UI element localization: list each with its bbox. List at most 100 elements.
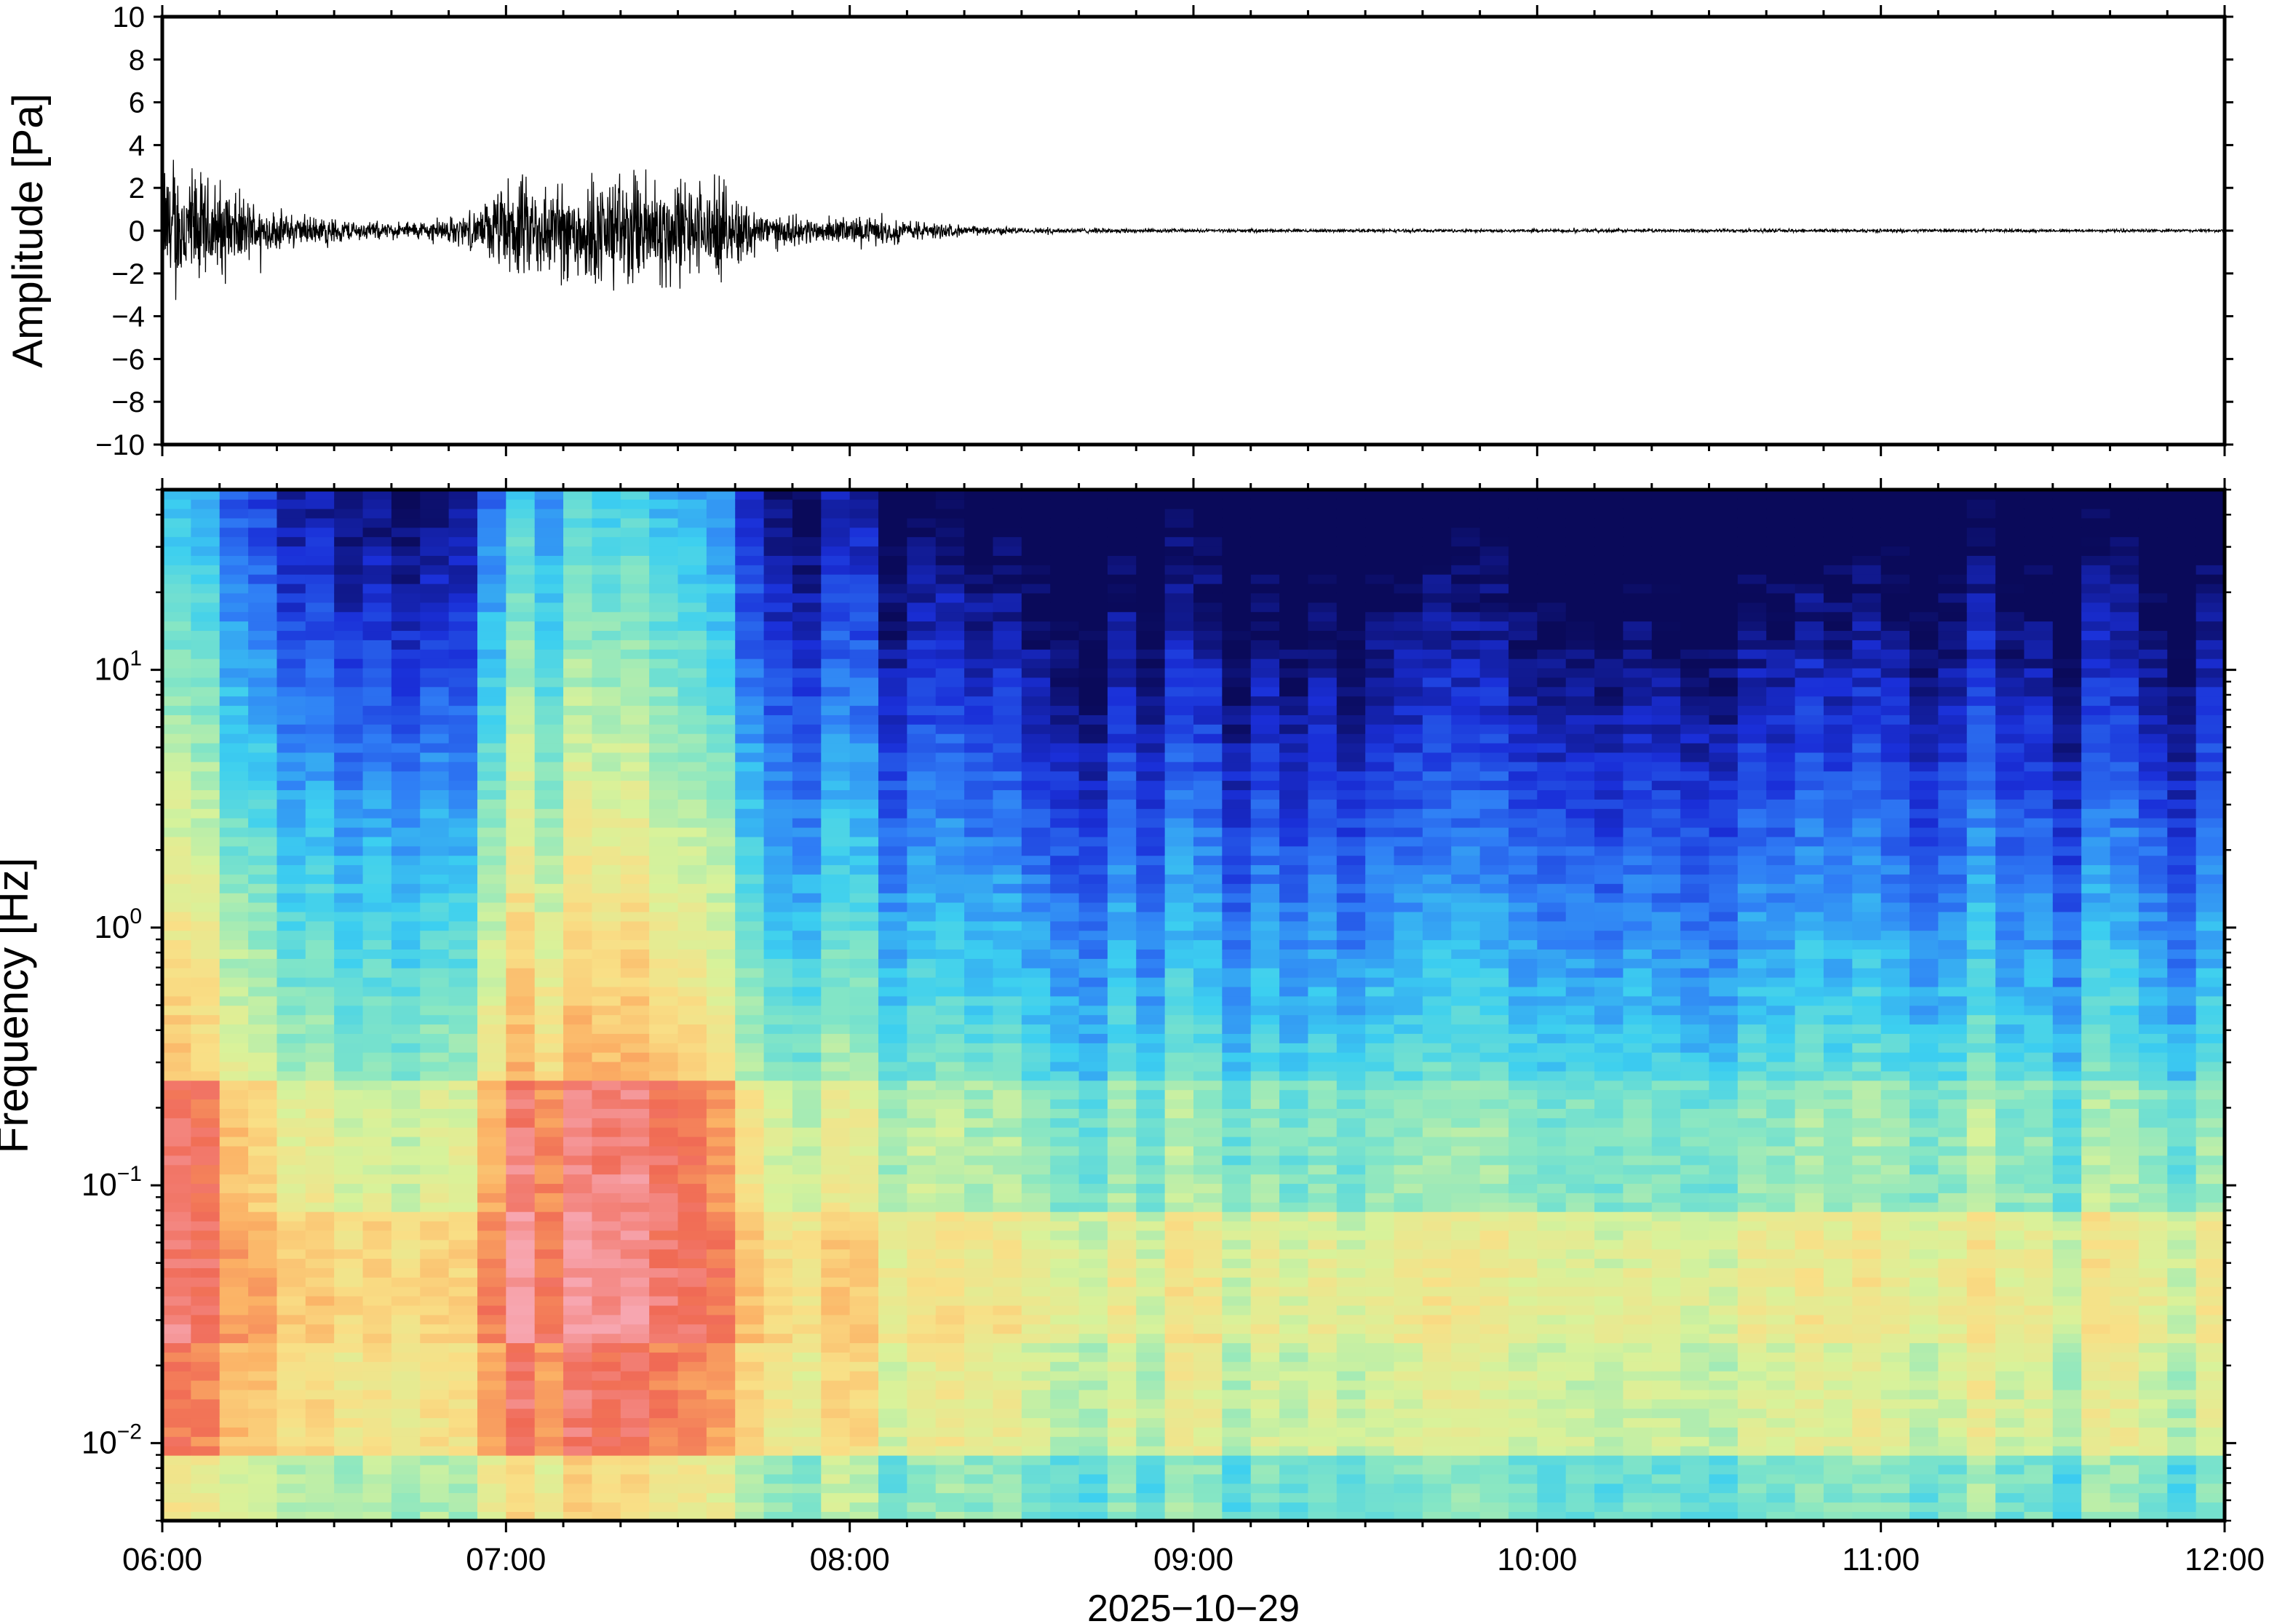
spectrogram-cell [391, 911, 421, 922]
spectrogram-column [677, 490, 707, 1521]
spectrogram-cell [706, 611, 736, 622]
spectrogram-cell [706, 1454, 736, 1465]
spectrogram-cell [1250, 667, 1280, 678]
spectrogram-cell [477, 1145, 507, 1156]
spectrogram-cell [1308, 498, 1338, 509]
spectrogram-cell [248, 752, 278, 763]
spectrogram-cell [878, 1464, 908, 1475]
spectrogram-cell [1107, 1089, 1137, 1100]
spectrogram-cell [1279, 696, 1309, 706]
spectrogram-cell [821, 986, 851, 997]
spectrogram-cell [448, 780, 478, 791]
spectrogram-cell [592, 1193, 621, 1203]
spectrogram-cell [506, 648, 536, 659]
spectrogram-cell [993, 1174, 1022, 1185]
spectrogram-cell [305, 1051, 335, 1062]
spectrogram-cell [248, 677, 278, 688]
spectrogram-cell [334, 555, 364, 565]
spectrogram-cell [1107, 911, 1137, 922]
spectrogram-cell [506, 1108, 536, 1118]
spectrogram-cell [506, 1314, 536, 1325]
spectrogram-cell [191, 1361, 220, 1372]
spectrogram-cell [1422, 490, 1453, 500]
spectrogram-cell [792, 517, 822, 528]
spectrogram-cell [1308, 1051, 1338, 1062]
spectrogram-cell [964, 1408, 994, 1419]
spectrogram-cell [935, 1193, 965, 1203]
spectrogram-cell [1422, 799, 1453, 809]
spectrogram-cell [534, 1005, 564, 1016]
spectrogram-cell [1136, 602, 1166, 613]
spectrogram-cell [506, 911, 536, 922]
spectrogram-cell [534, 611, 564, 622]
spectrogram-cell [1164, 1080, 1194, 1091]
spectrogram-cell [735, 1295, 765, 1306]
spectrogram-cell [1136, 1145, 1166, 1156]
spectrogram-cell [248, 1230, 278, 1241]
spectrogram-cell [849, 658, 879, 669]
spectrogram-cell [334, 1258, 364, 1268]
spectrogram-cell [1279, 892, 1309, 903]
spectrogram-cell [162, 583, 192, 594]
spectrogram-cell [1279, 1108, 1309, 1118]
spectrogram-cell [1164, 864, 1194, 875]
spectrogram-cell [878, 1277, 908, 1287]
spectrogram-cell [1365, 949, 1395, 959]
spectrogram-cell [1078, 705, 1108, 715]
spectrogram-cell [993, 1389, 1022, 1400]
spectrogram-cell [1422, 817, 1453, 828]
spectrogram-cell [1279, 1361, 1309, 1372]
spectrogram-cell [334, 1511, 364, 1521]
spectrogram-cell [305, 686, 335, 697]
spectrogram-cell [1336, 1389, 1366, 1400]
spectrogram-cell [219, 892, 249, 903]
spectrogram-cell [1222, 1286, 1252, 1297]
spectrogram-cell [1222, 845, 1252, 856]
spectrogram-cell [219, 1277, 249, 1287]
spectrogram-cell [763, 958, 793, 968]
spectrogram-cell [1365, 967, 1395, 978]
spectrogram-cell [248, 995, 278, 1006]
spectrogram-cell [1365, 1239, 1395, 1250]
spectrogram-cell [878, 546, 908, 556]
spectrogram-cell [849, 1305, 879, 1315]
spectrogram-cell [534, 967, 564, 978]
spectrogram-cell [1193, 1089, 1223, 1100]
spectrogram-cell [219, 527, 249, 538]
spectrogram-cell [993, 1417, 1022, 1428]
spectrogram-cell [1136, 715, 1166, 725]
spectrogram-cell [191, 1492, 220, 1503]
spectrogram-cell [420, 817, 450, 828]
spectrogram-cell [1394, 986, 1423, 997]
spectrogram-cell [735, 1118, 765, 1128]
spectrogram-cell [620, 555, 650, 565]
spectrogram-cell [534, 1502, 564, 1512]
spectrogram-cell [305, 1080, 335, 1091]
spectrogram-cell [1193, 1118, 1223, 1128]
spectrogram-cell [1193, 611, 1223, 622]
spectrogram-cell [878, 1249, 908, 1259]
spectrogram-cell [592, 573, 621, 584]
spectrogram-cell [1422, 1108, 1453, 1118]
spectrogram-cell [792, 845, 822, 856]
spectrogram-cell [248, 630, 278, 640]
spectrogram-cell [506, 1051, 536, 1062]
spectrogram-cell [1050, 1099, 1080, 1109]
spectrogram-column [993, 490, 1022, 1521]
spectrogram-cell [735, 911, 765, 922]
spectrogram-cell [935, 1352, 965, 1362]
spectrogram-cell [191, 1043, 220, 1053]
spectrogram-column [1222, 490, 1252, 1521]
spectrogram-cell [878, 583, 908, 594]
spectrogram-cell [592, 1033, 621, 1043]
spectrogram-cell [763, 630, 793, 640]
spectrogram-cell [1336, 1361, 1366, 1372]
spectrogram-cell [506, 1089, 536, 1100]
spectrogram-cell [993, 1380, 1022, 1390]
spectrogram-cell [162, 1324, 192, 1334]
spectrogram-cell [1250, 799, 1280, 809]
spectrogram-cell [1050, 1473, 1080, 1484]
spectrogram-cell [1164, 705, 1194, 715]
spectrogram-cell [1365, 939, 1395, 950]
spectrogram-cell [334, 827, 364, 837]
